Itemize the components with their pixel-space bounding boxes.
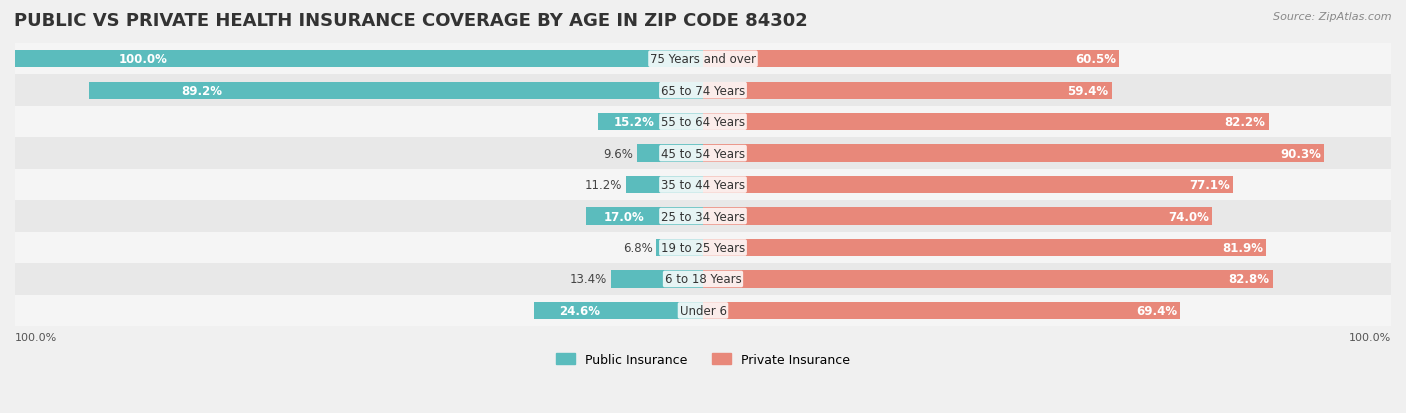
Bar [703,82,1112,100]
Bar [610,271,703,288]
Text: 89.2%: 89.2% [181,85,222,97]
Text: 100.0%: 100.0% [15,332,58,343]
Legend: Public Insurance, Private Insurance: Public Insurance, Private Insurance [551,348,855,371]
Text: Under 6: Under 6 [679,304,727,317]
Bar [657,239,703,256]
Bar [90,82,703,100]
Text: 55 to 64 Years: 55 to 64 Years [661,116,745,129]
Bar [586,208,703,225]
Text: 9.6%: 9.6% [603,147,634,160]
Bar [703,302,1181,319]
Text: 17.0%: 17.0% [603,210,644,223]
Text: 82.2%: 82.2% [1225,116,1265,129]
Text: 100.0%: 100.0% [118,53,167,66]
Bar [703,51,1119,68]
Text: 69.4%: 69.4% [1136,304,1177,317]
Bar [15,201,1391,232]
Bar [703,176,1233,194]
Text: 74.0%: 74.0% [1168,210,1209,223]
Bar [15,75,1391,107]
Bar [703,271,1272,288]
Text: 77.1%: 77.1% [1189,179,1230,192]
Bar [15,44,1391,75]
Text: 35 to 44 Years: 35 to 44 Years [661,179,745,192]
Bar [15,263,1391,295]
Bar [703,208,1212,225]
Bar [15,51,703,68]
Text: 6.8%: 6.8% [623,242,652,254]
Text: 81.9%: 81.9% [1222,242,1263,254]
Bar [703,145,1324,162]
Bar [15,295,1391,326]
Text: 19 to 25 Years: 19 to 25 Years [661,242,745,254]
Bar [599,114,703,131]
Text: 13.4%: 13.4% [569,273,607,286]
Text: 15.2%: 15.2% [614,116,655,129]
Text: 65 to 74 Years: 65 to 74 Years [661,85,745,97]
Text: 24.6%: 24.6% [560,304,600,317]
Bar [15,138,1391,169]
Text: 60.5%: 60.5% [1074,53,1116,66]
Bar [534,302,703,319]
Text: 45 to 54 Years: 45 to 54 Years [661,147,745,160]
Bar [15,107,1391,138]
Text: 75 Years and over: 75 Years and over [650,53,756,66]
Bar [703,239,1267,256]
Bar [637,145,703,162]
Text: 82.8%: 82.8% [1229,273,1270,286]
Text: 90.3%: 90.3% [1279,147,1320,160]
Text: 100.0%: 100.0% [1348,332,1391,343]
Text: Source: ZipAtlas.com: Source: ZipAtlas.com [1274,12,1392,22]
Text: 25 to 34 Years: 25 to 34 Years [661,210,745,223]
Text: 59.4%: 59.4% [1067,85,1108,97]
Text: 11.2%: 11.2% [585,179,623,192]
Bar [15,169,1391,201]
Bar [626,176,703,194]
Text: PUBLIC VS PRIVATE HEALTH INSURANCE COVERAGE BY AGE IN ZIP CODE 84302: PUBLIC VS PRIVATE HEALTH INSURANCE COVER… [14,12,808,30]
Bar [15,232,1391,263]
Bar [703,114,1268,131]
Text: 6 to 18 Years: 6 to 18 Years [665,273,741,286]
